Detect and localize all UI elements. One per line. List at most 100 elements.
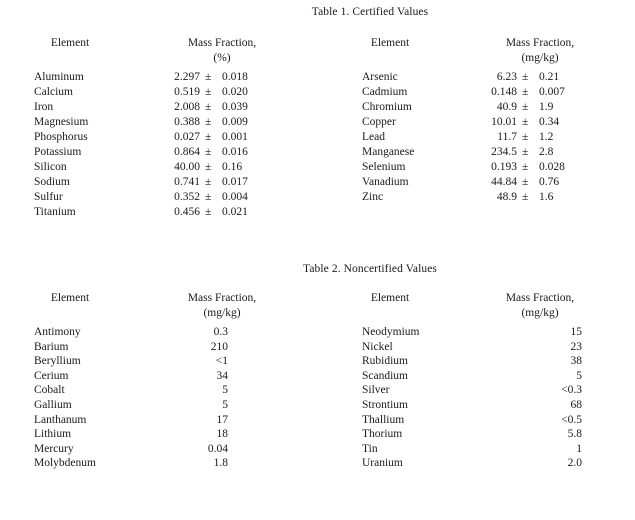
table-1-cell-uncertainty-left: 0.009 (222, 116, 248, 128)
table-2-cell-value-left: 18 (216, 428, 229, 441)
table-row: Iron 2.008 ±0.039 Chromium 40.9 ±1.9 (0, 100, 635, 115)
plus-minus-icon: ± (205, 86, 212, 98)
plus-minus-icon: ± (522, 101, 529, 113)
table-1-cell-uncertainty-left: 0.017 (222, 176, 248, 188)
table-2-cell-element-right: Rubidium (362, 355, 409, 368)
table-1-cell-element-left: Titanium (34, 206, 76, 218)
table-1-cell-uncertainty-left: 0.004 (222, 191, 248, 203)
table-1-cell-uncertainty-left: 0.018 (222, 71, 248, 83)
table-1-header-element-left: Element (20, 36, 120, 51)
plus-minus-icon: ± (205, 191, 212, 203)
table-1-body: Aluminum 2.297 ±0.018 Arsenic 6.23 ±0.21 Calci… (0, 70, 635, 220)
table-2-cell-element-left: Gallium (34, 398, 72, 411)
table-2-cell-element-right: Nickel (362, 340, 393, 353)
table-1-cell-uncertainty-right: 0.34 (539, 116, 560, 128)
table-1-cell-element-right: Arsenic (362, 71, 398, 83)
table-2-cell-value-left: 34 (216, 369, 229, 382)
table-1-cell-value-left: 2.297 (174, 71, 200, 83)
table-1: Element Mass Fraction, (%) Element Mass … (0, 36, 635, 220)
table-2-cell-value-left: 0.04 (207, 442, 228, 455)
table-1-cell-element-right: Cadmium (362, 86, 408, 98)
table-1-cell-value-right: 234.5 (491, 146, 517, 158)
table-2-cell-element-left: Molybdenum (34, 457, 96, 470)
table-1-cell-uncertainty-right: 0.21 (539, 71, 560, 83)
table-2-cell-element-right: Neodymium (362, 326, 420, 338)
table-row: Silicon 40.00 ±0.16 Selenium 0.193 ±0.028 (0, 160, 635, 175)
table-row: Lithium 18 Thorium 5.8 (0, 427, 635, 442)
plus-minus-icon: ± (205, 161, 212, 173)
table-1-cell-value-right: 6.23 (496, 71, 517, 83)
table-1-cell-element-left: Sodium (34, 176, 70, 188)
plus-minus-icon: ± (205, 131, 212, 143)
table-1-cell-uncertainty-left: 0.020 (222, 86, 248, 98)
plus-minus-icon: ± (205, 101, 212, 113)
table-row: Cerium 34 Scandium 5 (0, 369, 635, 384)
table-2-cell-element-left: Lithium (34, 428, 72, 441)
table-row: Aluminum 2.297 ±0.018 Arsenic 6.23 ±0.21 (0, 70, 635, 85)
table-2-cell-element-left: Cerium (34, 369, 69, 382)
table-1-cell-value-left: 0.741 (174, 176, 200, 188)
table-1-cell-value-left: 0.027 (174, 131, 200, 143)
table-1-cell-uncertainty-right: 1.6 (539, 191, 554, 203)
table-2-cell-value-right: <0.5 (561, 413, 582, 426)
table-1-cell-uncertainty-left: 0.016 (222, 146, 248, 158)
table-row: Beryllium <1 Rubidium 38 (0, 354, 635, 369)
table-2-cell-element-right: Silver (362, 384, 390, 397)
table-1-cell-element-left: Iron (34, 101, 54, 113)
table-2-header-value-left-line1: Mass Fraction, (187, 292, 257, 304)
table-2-header-element-right: Element (340, 291, 440, 306)
table-1-header-value-right: Mass Fraction, (mg/kg) (480, 36, 600, 66)
plus-minus-icon: ± (522, 86, 529, 98)
table-2-cell-element-right: Thallium (362, 413, 405, 426)
table-1-cell-uncertainty-right: 2.8 (539, 146, 554, 158)
table-1-cell-element-right: Copper (362, 116, 396, 128)
plus-minus-icon: ± (522, 71, 529, 83)
plus-minus-icon: ± (205, 146, 212, 158)
table-1-header-element-right: Element (340, 36, 440, 51)
table-1-cell-value-left: 0.352 (174, 191, 200, 203)
table-1-cell-value-left: 2.008 (174, 101, 200, 113)
plus-minus-icon: ± (522, 146, 529, 158)
table-2-cell-value-right: 23 (570, 340, 583, 353)
table-1-cell-element-right: Chromium (362, 101, 412, 113)
table-1-cell-value-right: 0.193 (491, 161, 517, 173)
table-2-header-element-right-label: Element (370, 292, 410, 304)
table-2: Element Mass Fraction, (mg/kg) Element M… (0, 291, 635, 471)
table-2-cell-value-right: <0.3 (561, 384, 582, 397)
table-2-cell-value-left: 1.8 (213, 457, 228, 470)
table-1-cell-element-left: Sulfur (34, 191, 63, 203)
table-row: Molybdenum 1.8 Uranium 2.0 (0, 456, 635, 471)
table-1-header-value-right-line1: Mass Fraction, (505, 37, 575, 49)
table-1-cell-value-left: 0.456 (174, 206, 200, 218)
table-row: Cobalt 5 Silver <0.3 (0, 383, 635, 398)
table-2-cell-element-left: Barium (34, 340, 69, 353)
table-2-title: Table 2. Noncertified Values (303, 263, 437, 275)
table-2-cell-value-left: 0.3 (213, 326, 228, 338)
table-2-header-value-right-line1: Mass Fraction, (505, 292, 575, 304)
table-2-cell-value-right: 38 (570, 355, 583, 368)
table-1-cell-value-right: 10.01 (491, 116, 517, 128)
table-2-cell-value-right: 2.0 (567, 457, 582, 470)
table-1-header-element-right-label: Element (370, 37, 410, 49)
table-1-cell-element-right: Lead (362, 131, 385, 143)
table-2-cell-value-right: 5 (576, 369, 582, 382)
table-2-header-value-left-line2: (mg/kg) (203, 307, 241, 319)
table-1-cell-uncertainty-right: 0.007 (539, 86, 565, 98)
table-2-cell-element-left: Lanthanum (34, 413, 87, 426)
table-2-cell-element-right: Uranium (362, 457, 403, 470)
table-2-cell-element-left: Cobalt (34, 384, 65, 397)
table-1-header-value-right-line2: (mg/kg) (521, 52, 559, 64)
table-1-cell-element-left: Phosphorus (34, 131, 88, 143)
table-1-cell-value-left: 0.388 (174, 116, 200, 128)
table-2-cell-element-right: Tin (362, 442, 378, 455)
table-1-cell-element-left: Aluminum (34, 71, 84, 83)
table-row: Barium 210 Nickel 23 (0, 340, 635, 355)
table-1-cell-element-left: Calcium (34, 86, 73, 98)
table-1-cell-uncertainty-right: 1.9 (539, 101, 554, 113)
table-1-cell-value-right: 0.148 (491, 86, 517, 98)
table-1-cell-element-right: Selenium (362, 161, 406, 173)
table-1-cell-uncertainty-left: 0.16 (222, 161, 243, 173)
table-1-header-value-left-line2: (%) (213, 52, 231, 64)
table-2-header-element-left-label: Element (50, 292, 90, 304)
